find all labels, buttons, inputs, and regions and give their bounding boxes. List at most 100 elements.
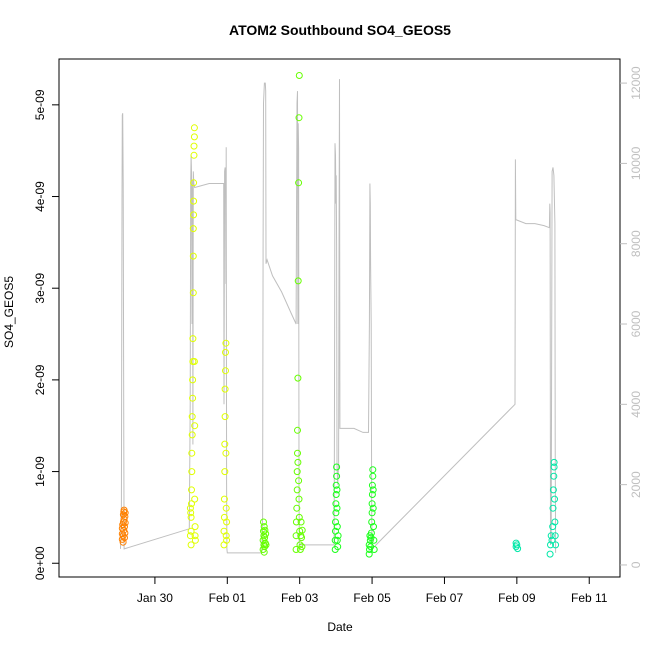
data-point — [189, 252, 197, 260]
x-axis: Jan 30 Feb 01 Feb 03 Feb 05 Feb 07 Feb 09 Feb … — [137, 576, 608, 605]
data-point — [186, 504, 194, 512]
data-point — [188, 431, 196, 439]
data-point — [549, 504, 557, 512]
data-point — [119, 511, 127, 519]
data-point — [189, 394, 197, 402]
data-point — [295, 114, 303, 122]
data-point — [514, 545, 522, 553]
data-point — [369, 486, 377, 494]
x-tick-label: Feb 05 — [353, 591, 391, 605]
data-point — [333, 504, 341, 512]
y-tick-label: 3e-09 — [33, 273, 47, 304]
data-point — [222, 532, 230, 540]
data-point — [222, 339, 230, 347]
data-point — [297, 518, 305, 526]
data-point — [189, 376, 197, 384]
data-point — [296, 541, 304, 549]
data-point — [298, 534, 305, 542]
data-point — [262, 541, 270, 549]
y2-tick-label: 0 — [629, 561, 643, 568]
data-point — [295, 513, 303, 521]
y-tick-label: 1e-09 — [33, 456, 47, 487]
data-point — [293, 468, 301, 476]
data-point — [548, 536, 556, 544]
data-point — [332, 509, 340, 517]
altitude-line-layer — [120, 79, 557, 554]
data-point — [547, 532, 555, 540]
data-point — [551, 532, 559, 540]
data-point — [333, 472, 341, 480]
chart-title: ATOM2 Southbound SO4_GEOS5 — [229, 22, 451, 38]
data-point — [221, 468, 229, 476]
right-y-axis: 0 2000 4000 6000 8000 10000 12000 — [620, 66, 643, 568]
x-tick-label: Feb 11 — [571, 591, 608, 605]
data-point — [260, 523, 268, 531]
x-tick-label: Jan 30 — [137, 591, 173, 605]
data-point — [370, 523, 377, 531]
data-point — [222, 449, 230, 457]
data-point — [369, 504, 377, 512]
data-point — [119, 538, 127, 546]
data-point — [546, 550, 554, 558]
data-point — [191, 495, 199, 503]
data-point — [190, 197, 198, 205]
data-point — [367, 529, 375, 537]
data-point — [332, 500, 340, 508]
data-point — [222, 367, 229, 375]
data-point — [189, 289, 197, 297]
altitude-line — [120, 79, 557, 554]
data-point — [121, 509, 129, 517]
data-point — [190, 358, 198, 365]
y2-tick-label: 2000 — [629, 471, 643, 498]
data-point — [188, 449, 196, 457]
data-point — [332, 491, 340, 498]
data-point — [187, 541, 195, 549]
y2-tick-label: 4000 — [629, 391, 643, 418]
data-point — [187, 509, 195, 517]
data-point — [368, 491, 376, 498]
x-tick-label: Feb 01 — [209, 591, 247, 605]
y-tick-label: 4e-09 — [33, 181, 47, 212]
data-point — [121, 529, 129, 537]
data-point — [188, 468, 196, 476]
data-point — [295, 179, 303, 187]
x-tick-label: Feb 03 — [281, 591, 319, 605]
data-point — [222, 348, 229, 356]
data-point — [294, 277, 302, 285]
data-point — [298, 543, 306, 551]
data-point — [370, 546, 378, 553]
data-point — [191, 422, 199, 430]
data-point — [365, 550, 373, 558]
y2-tick-label: 6000 — [629, 310, 643, 337]
data-point — [292, 546, 300, 553]
data-point — [188, 486, 195, 494]
y2-tick-label: 10000 — [629, 146, 643, 180]
data-point — [334, 543, 342, 551]
data-point — [191, 532, 199, 540]
data-point — [190, 179, 198, 187]
y-axis-label: SO4_GEOS5 — [2, 276, 16, 348]
data-point — [370, 536, 378, 544]
data-point — [549, 486, 557, 494]
data-point — [190, 124, 198, 132]
data-point — [221, 440, 229, 448]
data-point — [368, 518, 376, 526]
data-point — [295, 72, 303, 79]
data-point — [295, 477, 303, 485]
data-point — [260, 518, 267, 526]
data-point — [294, 374, 302, 382]
data-point — [551, 495, 558, 503]
data-point — [368, 500, 376, 508]
data-point — [552, 541, 560, 549]
data-point — [189, 225, 197, 233]
data-point — [222, 504, 230, 512]
y-tick-label: 2e-09 — [33, 364, 47, 395]
x-tick-label: Feb 07 — [426, 591, 464, 605]
data-point — [368, 509, 376, 517]
data-point — [261, 543, 269, 551]
data-point — [369, 466, 377, 474]
data-point — [332, 518, 339, 526]
data-point — [261, 526, 269, 534]
data-point — [190, 142, 198, 150]
